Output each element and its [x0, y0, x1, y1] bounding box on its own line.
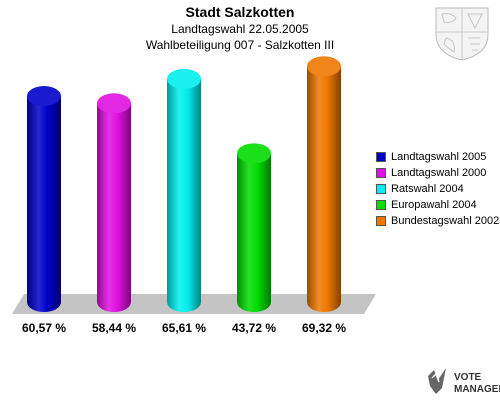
legend-item-5: Bundestagswahl 2002: [376, 213, 499, 228]
value-label-3: 65,61 %: [162, 321, 206, 335]
bar-3: [167, 68, 201, 313]
logo-text-vote: VOTE: [454, 372, 482, 383]
coat-of-arms-icon: [435, 7, 489, 61]
bar-cap-2: [97, 93, 131, 114]
value-label-5: 69,32 %: [302, 321, 346, 335]
legend-swatch-3: [376, 183, 386, 194]
value-label-1: 60,57 %: [22, 321, 66, 335]
legend-item-4: Europawahl 2004: [376, 197, 499, 212]
legend-swatch-2: [376, 167, 386, 178]
legend-item-1: Landtagswahl 2005: [376, 149, 499, 164]
bar-cap-4: [237, 143, 271, 164]
bar-body-2: [97, 103, 131, 312]
legend-swatch-4: [376, 199, 386, 210]
legend-item-3: Ratswahl 2004: [376, 181, 499, 196]
legend-swatch-1: [376, 151, 386, 162]
bar-5: [307, 56, 341, 312]
bar-cap-1: [27, 86, 61, 107]
vote-manager-logo: VOTE MANAGER: [428, 368, 500, 395]
legend-label-4: Europawahl 2004: [391, 198, 477, 211]
bar-4: [237, 143, 271, 312]
legend-label-2: Landtagswahl 2000: [391, 166, 487, 179]
legend-label-1: Landtagswahl 2005: [391, 150, 487, 163]
value-label-4: 43,72 %: [232, 321, 276, 335]
value-label-2: 58,44 %: [92, 321, 136, 335]
chart-subtitle-election: Landtagswahl 22.05.2005: [171, 22, 309, 36]
bar-body-1: [27, 96, 61, 312]
chart-subtitle-district: Wahlbeteiligung 007 - Salzkotten III: [145, 38, 335, 52]
legend-swatch-5: [376, 215, 386, 226]
logo-text-manager: MANAGER: [454, 384, 500, 395]
bar-body-5: [307, 66, 341, 312]
bar-cap-3: [167, 68, 201, 89]
bar-body-4: [237, 153, 271, 312]
legend-item-2: Landtagswahl 2000: [376, 165, 499, 180]
bar-2: [97, 93, 131, 312]
legend-label-3: Ratswahl 2004: [391, 182, 464, 195]
bar-1: [27, 86, 61, 312]
bar-body-3: [167, 78, 201, 313]
chart-legend: Landtagswahl 2005 Landtagswahl 2000 Ratswa…: [376, 149, 499, 229]
bar-cap-5: [307, 56, 341, 77]
legend-label-5: Bundestagswahl 2002: [391, 214, 500, 227]
chart-title: Stadt Salzkotten: [185, 4, 295, 20]
